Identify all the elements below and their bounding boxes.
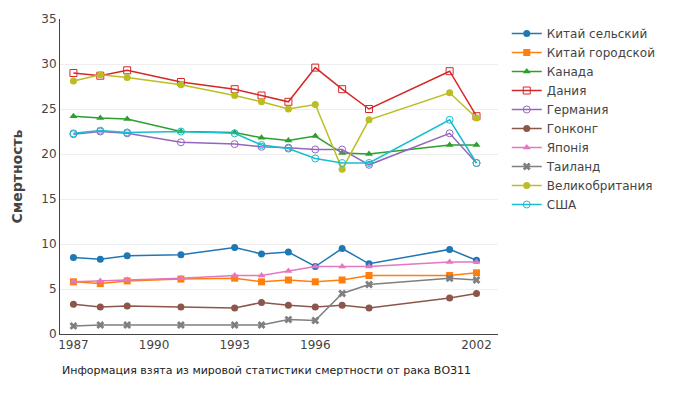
svg-text:Таиланд: Таиланд xyxy=(546,160,601,174)
svg-text:Канада: Канада xyxy=(547,65,594,79)
svg-text:15: 15 xyxy=(41,192,56,206)
svg-text:Германия: Германия xyxy=(547,103,609,117)
svg-text:США: США xyxy=(547,198,577,212)
svg-text:25: 25 xyxy=(41,102,56,116)
svg-text:1993: 1993 xyxy=(219,338,250,352)
svg-text:1987: 1987 xyxy=(58,338,89,352)
svg-text:Смертность: Смертность xyxy=(9,129,25,223)
svg-text:1990: 1990 xyxy=(139,338,170,352)
svg-text:Великобритания: Великобритания xyxy=(547,179,653,193)
svg-text:Японія: Японія xyxy=(547,141,589,155)
svg-text:2002: 2002 xyxy=(461,338,492,352)
svg-text:5: 5 xyxy=(49,282,57,296)
svg-text:Китай сельский: Китай сельский xyxy=(547,27,647,41)
svg-text:Гонконг: Гонконг xyxy=(547,122,598,136)
svg-text:Китай городской: Китай городской xyxy=(547,46,655,60)
svg-text:Информация взята из мировой ст: Информация взята из мировой статистики с… xyxy=(62,364,471,377)
svg-text:1996: 1996 xyxy=(300,338,331,352)
svg-text:30: 30 xyxy=(41,57,56,71)
svg-text:0: 0 xyxy=(49,327,57,341)
svg-text:35: 35 xyxy=(41,12,56,26)
svg-text:Дания: Дания xyxy=(547,84,587,98)
svg-text:10: 10 xyxy=(41,237,56,251)
svg-text:20: 20 xyxy=(41,147,56,161)
